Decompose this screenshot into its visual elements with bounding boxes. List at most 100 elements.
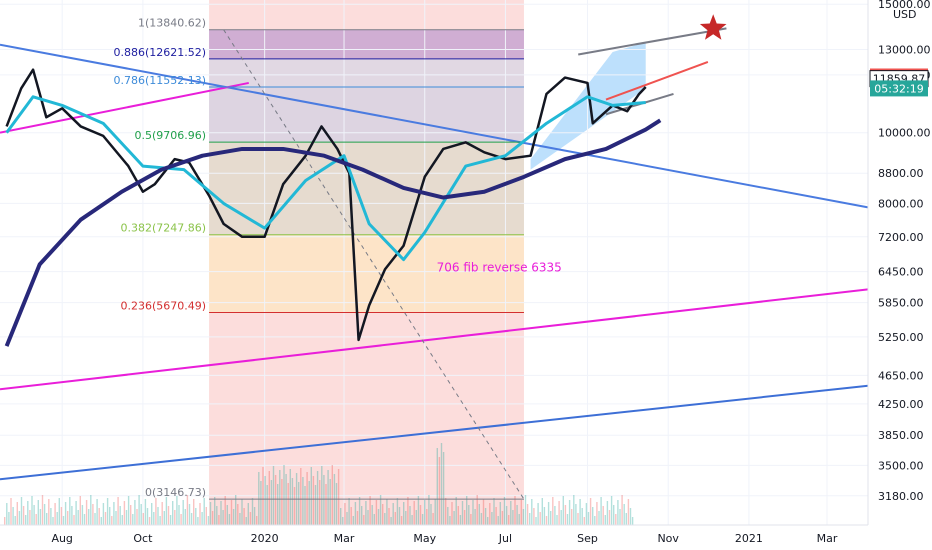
fib-label: 0.382(7247.86)	[120, 222, 206, 235]
volume-bar	[90, 495, 92, 525]
volume-bar	[537, 503, 539, 525]
volume-bar	[251, 498, 254, 525]
y-tick-label: 10000.00	[878, 127, 931, 140]
series-line	[5, 95, 646, 262]
volume-bar	[109, 507, 111, 525]
volume-bar	[54, 503, 56, 525]
volume-bar	[31, 496, 33, 525]
volume-bar	[216, 506, 218, 525]
volume-bar	[608, 510, 611, 525]
volume-bar	[564, 505, 567, 525]
volume-bar	[174, 510, 176, 525]
trendline	[0, 43, 869, 209]
volume-bar	[472, 500, 474, 525]
volume-bar	[153, 512, 155, 525]
volume-bar	[190, 513, 193, 525]
volume-bar	[20, 497, 23, 525]
volume-bar	[484, 508, 487, 525]
fib-label: 0.5(9706.96)	[134, 129, 206, 142]
volume-bar	[352, 516, 354, 525]
volume-bar	[373, 514, 375, 525]
volume-bar	[245, 517, 247, 525]
volume-bar	[508, 515, 510, 525]
volume-bar	[226, 505, 228, 525]
price-badge: 05:32:19	[870, 80, 928, 97]
x-tick-label: Sep	[577, 532, 598, 545]
volume-bar	[50, 508, 52, 525]
volume-bar	[193, 499, 195, 525]
volume-bar	[400, 516, 403, 525]
volume-bar	[346, 512, 348, 525]
annotations: 706 fib reverse 6335	[437, 14, 727, 275]
trendline	[605, 61, 709, 101]
volume-bar	[230, 500, 233, 525]
volume-bar	[503, 497, 506, 525]
volume-bar	[331, 465, 333, 525]
volume-bar	[83, 514, 86, 525]
volume-bar	[300, 468, 302, 525]
volume-bar	[388, 508, 390, 525]
volume-bar	[405, 511, 407, 525]
volume-bar	[461, 501, 464, 525]
volume-bar	[224, 496, 226, 525]
volume-bar	[392, 503, 394, 525]
volume-bar	[463, 510, 466, 525]
volume-bar	[518, 514, 520, 525]
volume-bar	[319, 480, 321, 525]
volume-bar	[589, 498, 592, 525]
volume-bar	[148, 517, 151, 525]
volume-bar	[598, 511, 600, 525]
volume-bar	[201, 512, 203, 525]
volume-bar	[249, 512, 252, 525]
volume-bar	[186, 495, 189, 525]
volume-bar	[237, 504, 239, 525]
volume-bar	[573, 495, 575, 525]
fib-label: 0.236(5670.49)	[120, 299, 206, 312]
volume-bar	[214, 497, 216, 525]
volume-bar	[535, 517, 537, 525]
x-tick-label: Jul	[498, 532, 512, 545]
volume-bar	[16, 502, 18, 525]
volume-bar	[161, 502, 163, 525]
volume-bar	[512, 510, 514, 525]
volume-bar	[165, 497, 168, 525]
volume-bar	[327, 470, 329, 525]
volume-bar	[253, 507, 256, 525]
volume-bar	[625, 513, 627, 525]
volume-bar	[163, 511, 165, 525]
fib-annotation: 706 fib reverse 6335	[437, 261, 562, 275]
volume-bar	[25, 515, 27, 525]
volume-bar	[476, 495, 478, 525]
volume-bar	[568, 500, 571, 525]
volume-bar	[270, 480, 273, 525]
volume-bar	[182, 500, 184, 525]
volume-bar	[600, 497, 602, 525]
volume-bar	[77, 510, 79, 525]
volume-bar	[243, 508, 245, 525]
volume-bar	[104, 512, 107, 525]
volume-bar	[592, 507, 594, 525]
price-badge-bg	[870, 80, 928, 97]
volume-bar	[445, 498, 447, 525]
volume-bar	[172, 501, 174, 525]
volume-bar	[524, 495, 527, 525]
volume-bar	[529, 513, 531, 525]
volume-bar	[312, 476, 315, 525]
volume-bar	[631, 517, 634, 525]
volume-bar	[438, 457, 441, 525]
x-tick-label: Mar	[334, 532, 355, 545]
volume-bar	[298, 482, 300, 525]
volume-bar	[159, 516, 161, 525]
volume-bar	[260, 481, 262, 525]
volume-bar	[176, 496, 178, 525]
volume-bar	[184, 509, 186, 525]
volume-bar	[142, 513, 144, 525]
volume-bar	[258, 472, 260, 525]
volume-bar	[358, 497, 361, 525]
volume-bar	[457, 506, 459, 525]
x-tick-label: Oct	[133, 532, 153, 545]
volume-bar	[466, 496, 468, 525]
volume-bar	[325, 484, 327, 525]
volume-bar	[415, 510, 417, 525]
